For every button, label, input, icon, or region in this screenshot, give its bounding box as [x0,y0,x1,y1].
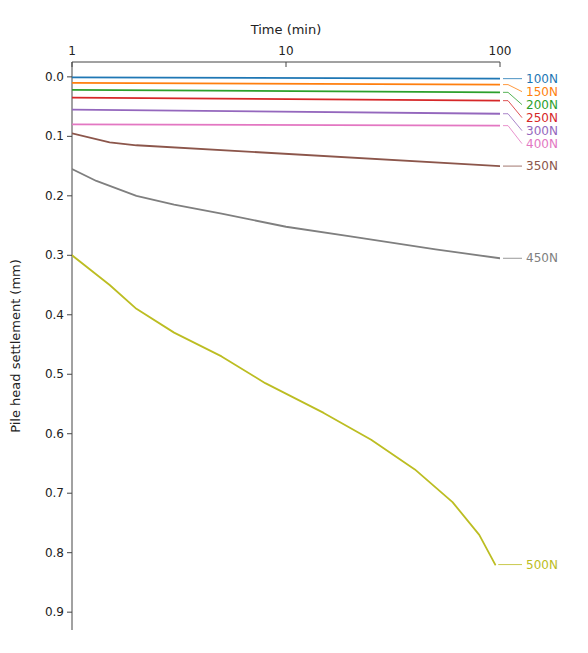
leader-line [503,166,522,167]
leader-line [503,258,522,259]
series-line [72,98,500,101]
y-tick-label: 0.4 [45,308,64,322]
chart: 0.0 0.1 0.2 0.3 0.4 0.5 0.6 0.7 0.8 0.9 1 10 100 Time… [0,0,588,653]
y-tick [67,552,72,553]
y-tick-label: 0.9 [45,605,64,619]
series-line [72,133,500,166]
y-tick [67,76,72,77]
y-tick [67,195,72,196]
series-label: 200N [526,98,558,112]
y-axis-line [72,62,73,630]
y-tick [67,493,72,494]
series-label: 300N [526,124,558,138]
x-tick [286,62,287,67]
x-tick [500,62,501,67]
x-tick-label: 1 [68,44,76,58]
leader-line [503,114,522,131]
series-label: 250N [526,111,558,125]
y-tick [67,612,72,613]
series-label: 400N [526,137,558,151]
series-line [72,90,500,92]
series-line [72,124,500,125]
series-line [72,110,500,114]
y-tick-label: 0.7 [45,486,64,500]
x-axis-title: Time (min) [250,22,322,37]
series-label: 500N [526,558,558,572]
x-tick-label: 10 [278,44,293,58]
series-label: 100N [526,72,558,86]
series-line [72,77,500,78]
leader-line [503,78,522,79]
leader-line [503,92,522,104]
y-tick-label: 0.6 [45,427,64,441]
leader-line [498,564,522,565]
series-line [72,255,495,564]
y-axis-title: Pile head settlement (mm) [8,259,23,433]
leader-line [503,85,522,92]
series-line [72,169,500,258]
y-tick-label: 0.0 [45,70,64,84]
y-tick-label: 0.2 [45,189,64,203]
series-label: 350N [526,159,558,173]
y-tick-label: 0.3 [45,248,64,262]
y-tick [67,136,72,137]
series-label: 450N [526,251,558,265]
x-tick-label: 100 [489,44,512,58]
series-label: 150N [526,85,558,99]
y-tick-label: 0.1 [45,129,64,143]
y-tick [67,433,72,434]
leader-line [503,101,522,118]
leader-line [503,126,522,144]
y-tick-label: 0.8 [45,546,64,560]
plot-area [72,77,500,564]
y-tick-label: 0.5 [45,367,64,381]
y-tick [67,314,72,315]
x-tick [72,62,73,67]
y-tick [67,374,72,375]
series-line [72,83,500,85]
y-tick [67,255,72,256]
